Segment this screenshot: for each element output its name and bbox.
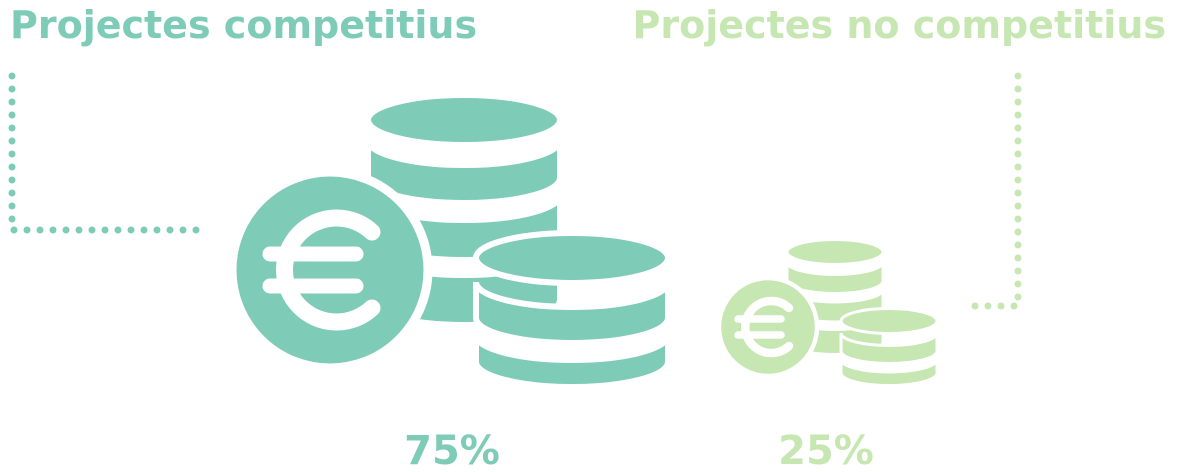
label-non-competitive: Projectes no competitius: [633, 3, 1166, 47]
coins-icon-small: [719, 240, 937, 386]
percent-non-competitive: 25%: [778, 428, 874, 472]
percent-competitive: 75%: [404, 428, 500, 472]
coins-icon-large: [232, 95, 668, 387]
connector-right: [958, 72, 1022, 310]
label-competitive: Projectes competitius: [10, 3, 477, 47]
connector-left: [8, 72, 209, 234]
